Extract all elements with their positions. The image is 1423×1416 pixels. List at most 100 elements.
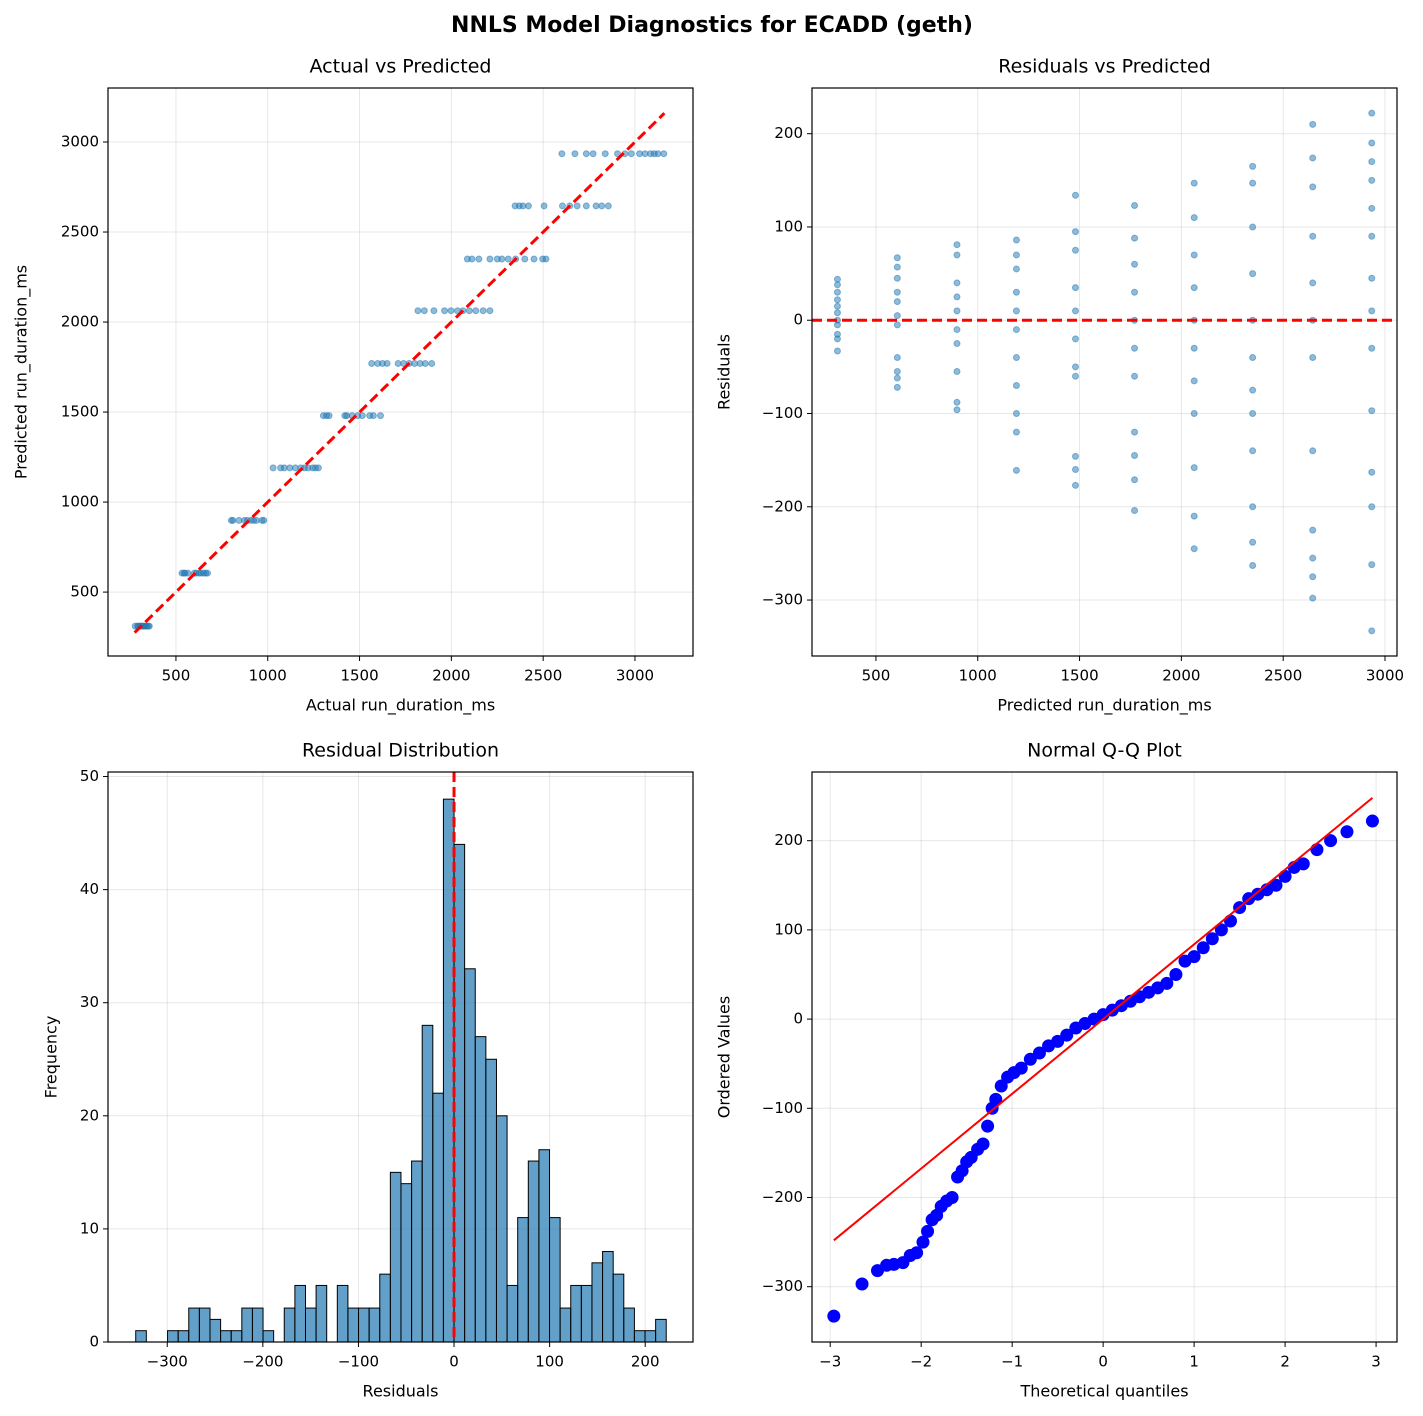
y-tick-label: 0 [793, 311, 803, 329]
scatter-point [1309, 554, 1317, 562]
scatter-point [227, 516, 235, 524]
scatter-point [1071, 191, 1079, 199]
scatter-point [833, 335, 841, 343]
scatter-point [953, 340, 961, 348]
scatter-point [1131, 202, 1139, 210]
scatter-point [1071, 452, 1079, 460]
x-tick-label: 3 [1371, 1353, 1381, 1371]
histogram-bar [368, 1307, 381, 1343]
x-tick-label: 500 [862, 667, 891, 685]
histogram-bar [167, 1330, 179, 1343]
scatter-point [1309, 354, 1317, 362]
histogram-bar [251, 1307, 264, 1343]
scatter-point [1309, 183, 1317, 191]
histogram-bar [411, 1160, 423, 1343]
scatter-point [994, 1079, 1008, 1093]
scatter-point [475, 255, 483, 263]
x-tick-label: −2 [910, 1353, 932, 1371]
histogram-bar [538, 1149, 551, 1343]
scatter-point [893, 274, 901, 282]
scatter-point [1071, 481, 1079, 489]
scatter-point [1012, 236, 1020, 244]
scatter-point [1368, 344, 1376, 352]
fit-line [833, 797, 1374, 1242]
scatter-point [833, 347, 841, 355]
scatter-point [1012, 288, 1020, 296]
scatter-point [394, 359, 402, 367]
scatter-point [582, 150, 590, 158]
histogram-bar [135, 1330, 147, 1343]
x-tick-label: −1 [1001, 1353, 1023, 1371]
scatter-point [1368, 176, 1376, 184]
scatter-point [1012, 354, 1020, 362]
scatter-point [953, 251, 961, 259]
scatter-point [277, 464, 285, 472]
y-axis-label: Frequency [42, 1016, 61, 1099]
scatter-point [953, 307, 961, 315]
scatter-point [319, 412, 327, 420]
scatter-point [1169, 967, 1183, 981]
scatter-point [1190, 344, 1198, 352]
scatter-point [420, 307, 428, 315]
scatter-point [486, 255, 494, 263]
scatter-point [374, 359, 382, 367]
scatter-point [430, 307, 438, 315]
histogram-bar [527, 1160, 540, 1343]
y-tick-label: 10 [80, 1219, 99, 1237]
scatter-point [1071, 465, 1079, 473]
x-tick-label: 1 [1189, 1353, 1199, 1371]
scatter-point [833, 288, 841, 296]
x-tick-label: −200 [242, 1353, 283, 1371]
scatter-point [833, 309, 841, 317]
scatter-point [627, 150, 635, 158]
scatter-point [1071, 246, 1079, 254]
scatter-point [1012, 466, 1020, 474]
scatter-point [1190, 545, 1198, 553]
histogram-bar [464, 968, 476, 1343]
scatter-point [428, 359, 436, 367]
scatter-point [1368, 407, 1376, 415]
x-tick-label: 100 [535, 1353, 564, 1371]
scatter-point [582, 202, 590, 210]
scatter-point [1309, 573, 1317, 581]
histogram-bar [485, 1058, 497, 1343]
y-tick-label: 20 [80, 1106, 99, 1124]
y-tick-label: 40 [80, 880, 99, 898]
histogram-bar [220, 1330, 232, 1343]
y-tick-label: 2000 [61, 313, 99, 331]
scatter-point [1023, 1052, 1037, 1066]
scatter-point [893, 312, 901, 320]
histogram-bar [347, 1307, 360, 1343]
scatter-point [1368, 158, 1376, 166]
histogram-bar [283, 1307, 296, 1343]
y-tick-label: 0 [89, 1333, 99, 1351]
histogram-bar [400, 1183, 413, 1343]
scatter-point [1131, 234, 1139, 242]
scatter-point [1190, 179, 1198, 187]
scatter-point [1296, 857, 1310, 871]
scatter-point [614, 150, 622, 158]
scatter-point [1368, 204, 1376, 212]
scatter-point [604, 202, 612, 210]
scatter-point [1012, 326, 1020, 334]
histogram-bar [198, 1307, 211, 1343]
scatter-point [1269, 878, 1283, 892]
scatter-point [1324, 834, 1338, 848]
x-tick-label: 2 [1280, 1353, 1290, 1371]
scatter-point [376, 412, 384, 420]
scatter-point [441, 307, 449, 315]
scatter-point [1060, 1028, 1074, 1042]
scatter-point [916, 1235, 930, 1249]
scatter-point [1249, 503, 1257, 511]
scatter-point [1012, 428, 1020, 436]
x-tick-label: 1000 [959, 667, 997, 685]
axes-frame [107, 87, 694, 657]
y-tick-label: 3000 [61, 133, 99, 151]
scatter-point [447, 307, 455, 315]
scatter-point [1190, 284, 1198, 292]
scatter-point [1160, 976, 1174, 990]
histogram-bar [294, 1284, 306, 1343]
x-tick-label: 1500 [1060, 667, 1098, 685]
